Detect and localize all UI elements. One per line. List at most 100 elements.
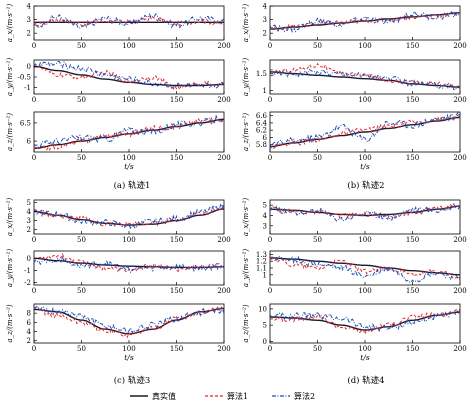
xtick-label-p6-1: 50 — [313, 154, 322, 162]
xtick-label-p2-2: 100 — [122, 96, 135, 104]
xtick-label-p8-1: 50 — [77, 287, 86, 295]
series-algo2-p11 — [269, 255, 461, 283]
xtick-label-p6-0: 0 — [268, 154, 272, 162]
xtick-label-p2-0: 0 — [32, 96, 36, 104]
xtick-label-p8-3: 150 — [170, 287, 183, 295]
series-algo2-p8 — [33, 255, 225, 274]
series-truth-p11 — [270, 257, 460, 276]
xtick-label-p10-4: 200 — [453, 236, 466, 244]
ytick-label-p7-3: 5 — [27, 199, 31, 207]
xtick-label-p1-2: 100 — [122, 42, 135, 50]
xtick-label-p10-0: 0 — [268, 236, 272, 244]
xtick-label-p10-2: 100 — [358, 236, 371, 244]
xtick-label-p8-0: 0 — [32, 287, 36, 295]
xtick-label-p11-2: 100 — [358, 287, 371, 295]
xtick-label-p11-3: 150 — [406, 287, 419, 295]
ytick-label-p7-0: 2 — [27, 226, 31, 234]
xtick-label-p6-2: 100 — [358, 154, 371, 162]
subplot-p5: 1 1.5 0 50 100 150 200 a_y/(m·s⁻²) — [242, 58, 467, 104]
xtick-label-p7-0: 0 — [32, 236, 36, 244]
series-algo2-p12 — [269, 309, 461, 332]
ytick-label-p4-1: 3 — [263, 16, 267, 24]
series-algo2-p4 — [269, 10, 461, 34]
ytick-label-p2-0: -1 — [24, 84, 31, 92]
ytick-label-p12-2: 10 — [258, 305, 267, 313]
ytick-label-p6-3: 6.4 — [256, 119, 268, 127]
ytick-label-p8-0: -2 — [24, 279, 31, 287]
axes-frame-p10 — [269, 199, 461, 235]
series-algo1-p11 — [269, 254, 461, 280]
legend-label-truth: 真实值 — [152, 391, 176, 401]
xtick-label-p1-0: 0 — [32, 42, 36, 50]
ytick-label-p9-1: 4 — [27, 328, 32, 336]
xtick-label-p4-3: 150 — [406, 42, 419, 50]
caption-c: (c) 轨迹3 — [114, 375, 151, 386]
ytick-label-p12-0: 0 — [263, 338, 267, 346]
xtick-label-p4-4: 200 — [453, 42, 466, 50]
subplot-p4: 2 3 4 0 50 100 150 200 a_x/(m·s⁻²) — [242, 3, 467, 51]
xtick-label-p11-0: 0 — [268, 287, 272, 295]
xtick-label-p9-2: 100 — [122, 345, 135, 353]
xtick-label-p3-3: 150 — [170, 154, 183, 162]
ytick-label-p3-1: 6.5 — [20, 119, 31, 127]
xtick-label-p2-1: 50 — [77, 96, 86, 104]
xlabel-p9: t/s — [124, 353, 134, 362]
ylabel-p11: a_y/(m·s⁻²) — [242, 249, 250, 288]
ytick-label-p8-1: -1 — [24, 267, 31, 275]
xtick-label-p9-4: 200 — [217, 345, 230, 353]
ylabel-p7: a_x/(m·s⁻²) — [6, 198, 14, 237]
ytick-label-p7-2: 4 — [27, 208, 32, 216]
series-algo1-p2 — [33, 65, 225, 91]
legend: 真实值 算法1 算法2 — [130, 391, 315, 401]
xtick-label-p12-3: 150 — [406, 345, 419, 353]
series-algo1-p5 — [269, 62, 461, 90]
subplot-p2: -1 -0.5 0 0 50 100 150 200 a_y/(m·s⁻²) — [6, 58, 231, 104]
ytick-label-p9-0: 2 — [27, 337, 31, 345]
xtick-label-p9-1: 50 — [77, 345, 86, 353]
ytick-label-p1-2: 4 — [27, 3, 32, 11]
ylabel-p5: a_y/(m·s⁻²) — [242, 58, 250, 97]
ytick-label-p11-3: 1.3 — [256, 251, 267, 259]
ytick-label-p1-1: 3 — [27, 16, 31, 24]
ytick-label-p11-1: 1.1 — [256, 265, 267, 273]
ylabel-p12: a_z/(m·s⁻²) — [242, 304, 250, 342]
xlabel-p6: t/s — [360, 162, 370, 171]
axes-frame-p3 — [33, 111, 225, 153]
caption-b: (b) 轨迹2 — [347, 180, 384, 191]
xtick-label-p5-4: 200 — [453, 96, 466, 104]
ytick-label-p4-2: 4 — [263, 3, 268, 11]
ylabel-p6: a_z/(m·s⁻²) — [242, 113, 250, 151]
series-truth-p2 — [34, 65, 224, 87]
xtick-label-p5-3: 150 — [406, 96, 419, 104]
xtick-label-p1-4: 200 — [217, 42, 230, 50]
series-algo2-p1 — [33, 12, 225, 29]
ytick-label-p2-1: -0.5 — [18, 74, 32, 82]
xtick-label-p7-1: 50 — [77, 236, 86, 244]
ytick-label-p10-1: 4 — [263, 212, 268, 220]
subplot-p8: -2 -1 0 0 50 100 150 200 a_y/(m·s⁻²) — [6, 249, 231, 295]
xtick-label-p11-4: 200 — [453, 287, 466, 295]
xtick-label-p12-2: 100 — [358, 345, 371, 353]
ytick-label-p2-2: 0 — [27, 63, 31, 71]
subplot-p3: 6 6.5 0 50 100 150 200 a_z/(m·s⁻²) t/s — [6, 111, 231, 171]
xtick-label-p12-1: 50 — [313, 345, 322, 353]
ylabel-p8: a_y/(m·s⁻²) — [6, 249, 14, 288]
xtick-label-p4-0: 0 — [268, 42, 272, 50]
ytick-label-p7-1: 3 — [27, 217, 31, 225]
xtick-label-p7-4: 200 — [217, 236, 230, 244]
series-algo1-p9 — [33, 305, 225, 339]
ylabel-p3: a_z/(m·s⁻²) — [6, 113, 14, 151]
xtick-label-p3-4: 200 — [217, 154, 230, 162]
series-truth-p10 — [270, 205, 460, 217]
series-algo1-p6 — [269, 114, 461, 150]
ytick-label-p9-2: 6 — [27, 319, 32, 327]
subplot-p11: 11.11.21.3 0 50 100 150 200 a_y/(m·s⁻²) — [242, 249, 467, 295]
xtick-label-p2-4: 200 — [217, 96, 230, 104]
subplot-p6: 5.866.26.46.6 0 50 100 150 200 a_z/(m·s⁻²) t/s — [242, 111, 467, 171]
caption-d: (d) 轨迹4 — [347, 375, 384, 386]
